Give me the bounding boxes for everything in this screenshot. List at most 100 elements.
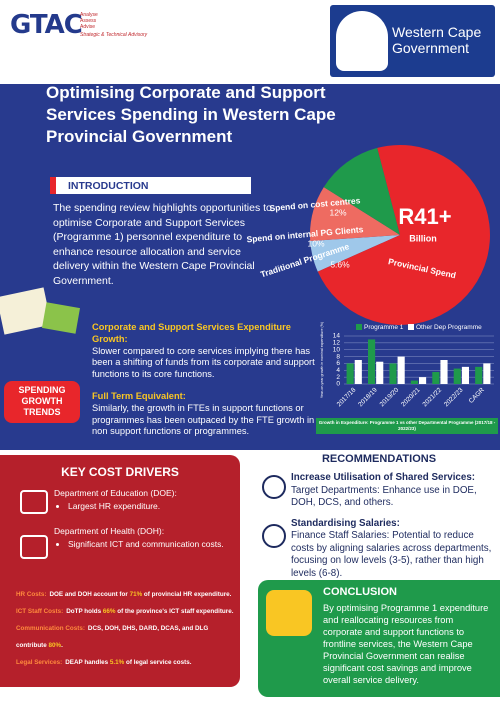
bar [440, 360, 448, 384]
logo: GTAC [10, 10, 83, 40]
note-figure: 80% [48, 642, 62, 649]
pie-slice [310, 187, 400, 242]
legend-swatch [356, 324, 362, 330]
bar [376, 361, 384, 384]
bar [389, 363, 397, 384]
recommendation-heading: Standardising Salaries: [291, 517, 400, 529]
department: Department of Health (DOH): Significant I… [54, 526, 234, 550]
x-tick-label: CAGR [468, 386, 486, 404]
cost-note: ICT Staff Costs: DoTP holds 66% of the pr… [16, 603, 236, 620]
department-bullet: Largest HR expenditure. [68, 501, 234, 512]
y-tick-label: 12 [333, 340, 341, 347]
x-tick-label: 2017/18 [336, 386, 358, 408]
title: Optimising Corporate and Support Service… [46, 83, 336, 146]
trends-badge-text: SPENDING GROWTH TRENDS [18, 385, 66, 417]
trend-heading: Corporate and Support Services Expenditu… [92, 322, 291, 344]
x-tick-label: 2021/22 [421, 386, 443, 408]
bar [346, 363, 354, 384]
slice-value-label: 10% [307, 238, 324, 248]
note-text: . [61, 642, 63, 649]
note-figure: 71% [129, 591, 143, 598]
conclusion-text: By optimising Programme 1 expenditure an… [323, 603, 489, 685]
bar [419, 377, 427, 384]
note-text: DOE and DOH account for [49, 591, 130, 598]
bar [461, 366, 469, 384]
intro-heading-bar [50, 177, 251, 194]
bar [368, 339, 376, 384]
y-tick-label: 2 [336, 374, 340, 381]
bar [410, 380, 418, 384]
pie-center-unit: Billion [409, 233, 437, 243]
intro-text: The spending review highlights opportuni… [53, 202, 272, 287]
department: Department of Education (DOE): Largest HR… [54, 488, 234, 512]
trend-text: Similarly, the growth in FTEs in support… [92, 402, 315, 437]
pie-slice [317, 145, 490, 325]
bar [397, 356, 405, 384]
x-tick-label: 2019/20 [379, 386, 401, 408]
y-tick-label: 6 [336, 360, 340, 367]
tagline-word: Advise [80, 24, 96, 30]
departments: Department of Education (DOE): Largest HR… [54, 488, 234, 550]
logo-subtitle: Strategic & Technical Advisory [80, 32, 148, 38]
bar [432, 372, 440, 384]
conclusion-heading: CONCLUSION [323, 586, 397, 598]
y-tick-label: 14 [333, 333, 341, 340]
bar [354, 360, 362, 384]
chart-caption: Growth in Expenditure: Programme 1 vs ot… [318, 420, 496, 431]
y-tick-label: 10 [333, 346, 341, 353]
cost-drivers-heading: KEY COST DRIVERS [61, 465, 179, 479]
caption-box: Growth in Expenditure: Programme 1 vs ot… [318, 420, 496, 431]
cost-note: Legal Services: DEAP handles 5.1% of lega… [16, 654, 236, 671]
slice-value-label: 5.6% [330, 259, 350, 269]
caption-band [316, 418, 498, 434]
trends-items: Corporate and Support Services Expenditu… [92, 322, 320, 438]
y-tick-label: 0 [336, 381, 340, 388]
recommendation-items: Increase Utilisation of Shared Services:… [291, 472, 496, 580]
trends-badge [4, 381, 80, 423]
x-tick-label: 2018/19 [357, 386, 379, 408]
health-icon [20, 535, 48, 559]
recommendation-text: Finance Staff Salaries: Potential to red… [291, 530, 492, 579]
note-text: of legal service costs. [124, 659, 192, 666]
x-tick-label: 2022/23 [443, 386, 465, 408]
recommendations-heading: RECOMMENDATIONS [321, 453, 437, 465]
recommendation-heading: Increase Utilisation of Shared Services: [291, 472, 476, 483]
note-text: DCS, DOH, DHS, DARD, DCAS, and DLG contr… [16, 625, 209, 649]
note-label: Legal Services: [16, 659, 63, 666]
education-icon [20, 490, 48, 514]
trend-heading: Full Term Equivalent: [92, 390, 186, 401]
note-label: ICT Staff Costs: [16, 608, 64, 615]
legend-label: Programme 1 [364, 324, 404, 331]
crest [336, 11, 388, 71]
illustration-money [42, 302, 80, 334]
y-tick-label: 4 [336, 367, 340, 374]
note-figure: 66% [102, 608, 116, 615]
legend-label: Other Dep Programme [416, 324, 482, 331]
note-text: of the province's ICT staff expenditure. [115, 608, 234, 615]
note-text: DoTP holds [66, 608, 103, 615]
cost-note: Communication Costs: DCS, DOH, DHS, DARD,… [16, 620, 236, 654]
cost-drivers-panel [0, 455, 240, 687]
pie-slice [323, 147, 400, 235]
logo-tagline: Analyse Assess Advise [80, 12, 98, 30]
note-figure: 5.1% [109, 659, 125, 666]
recommendation-text: Target Departments: Enhance use in DOE, … [291, 484, 477, 509]
tagline-word: Analyse [80, 12, 98, 18]
note-label: HR Costs: [16, 591, 47, 598]
tagline-word: Assess [80, 18, 97, 24]
government-name: Western Cape Government [392, 24, 482, 56]
shared-services-icon [262, 475, 286, 499]
slice-value-label: 12% [329, 207, 346, 217]
bar [453, 368, 461, 384]
bar [483, 363, 491, 384]
pie-center-value: R41+ [398, 204, 451, 229]
department-name: Department of Education (DOE): [54, 488, 177, 498]
bar [475, 366, 483, 384]
legend-swatch [408, 324, 414, 330]
department-name: Department of Health (DOH): [54, 526, 165, 536]
note-label: Communication Costs: [16, 625, 85, 632]
conclusion-icon [266, 590, 312, 636]
